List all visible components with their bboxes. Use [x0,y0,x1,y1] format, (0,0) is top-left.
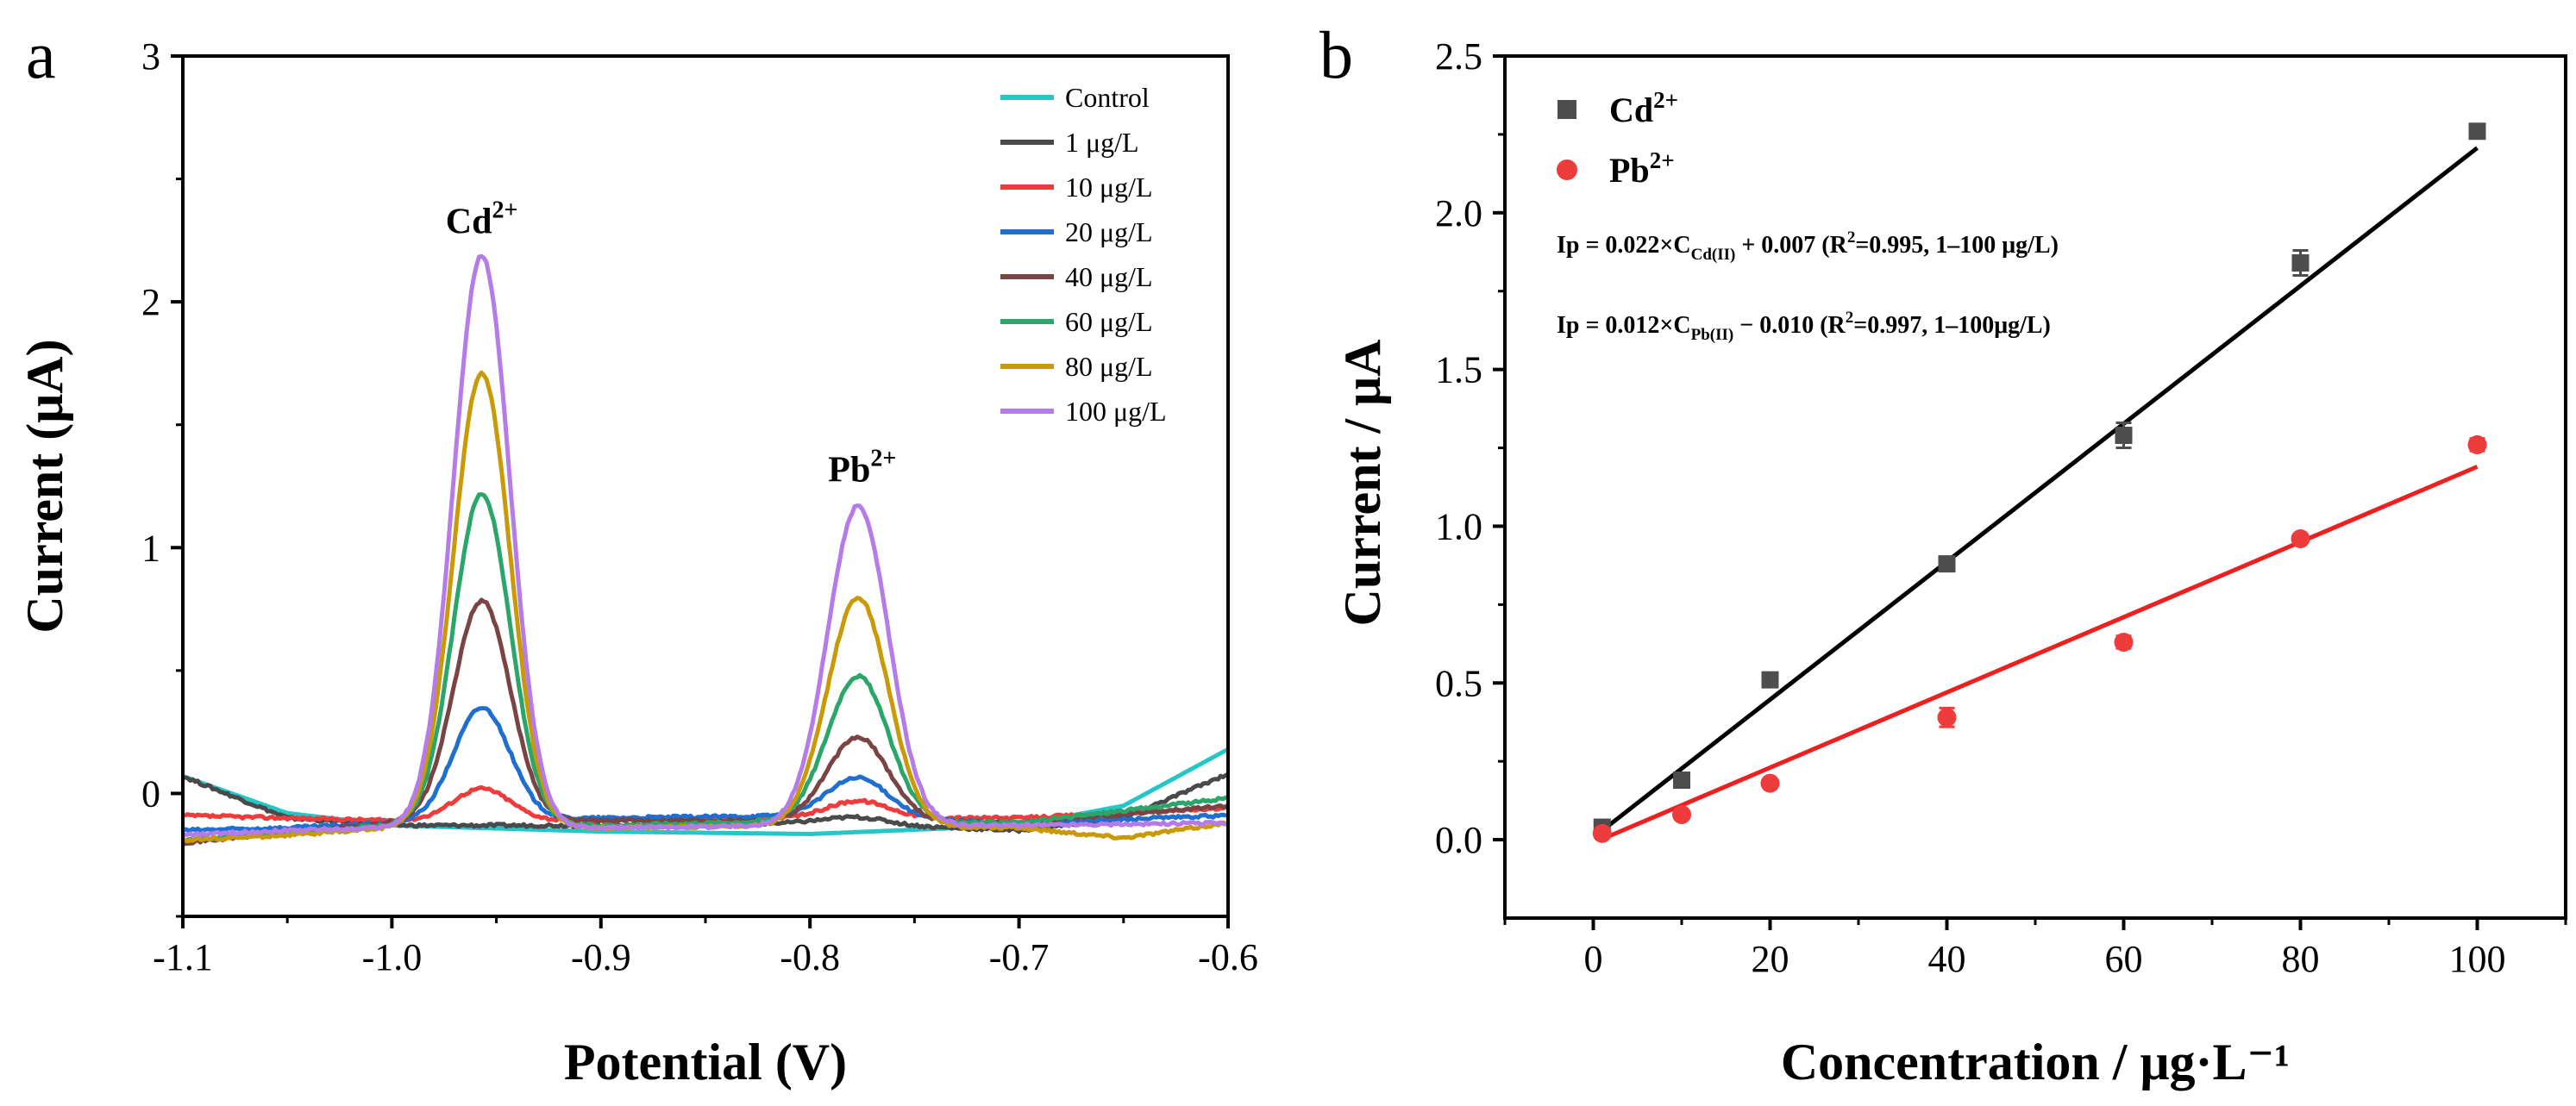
panel-a-curves [181,253,1230,847]
x-tick-label: -1.0 [362,936,423,978]
x-tick-label: -0.7 [989,936,1050,978]
panel-b-fit-lines [1601,146,2479,841]
legend-entry: Pb2+ [1609,147,1675,190]
panel-a-x-axis-title: Potential (V) [564,1034,847,1090]
panel-b-x-axis: 0 20 40 60 80 100 [1503,918,2567,980]
pb-fit-equation: Ip = 0.012×CPb(II) − 0.010 (R2=0.997, 1–… [1557,309,2051,344]
peak-label: Pb2+ [828,445,896,490]
x-tick-label: 20 [1752,938,1789,980]
fit-line [1601,465,2479,841]
y-tick-label: 0 [141,772,160,815]
y-tick-label: 0.0 [1435,819,1482,861]
legend-entry: Cd2+ [1609,87,1678,129]
y-tick-label: 2.0 [1435,192,1482,234]
data-point [1592,823,1612,843]
panel-a-y-axis: 0 1 2 3 [141,35,183,918]
panel-b-label: b [1319,17,1353,92]
y-tick-label: 1.5 [1435,349,1482,391]
panel-a-x-axis: -1.1 -1.0 -0.9 -0.8 -0.7 -0.6 [153,916,1258,978]
x-tick-label: 100 [2449,938,2506,980]
legend-marker [1557,159,1577,180]
series-line [181,253,1229,839]
data-point [2115,427,2133,444]
panel-b-legend: Cd2+ Pb2+ [1557,87,1678,190]
cd-fit-equation: Ip = 0.022×CCd(II) + 0.007 (R2=0.995, 1–… [1557,228,2059,264]
series-line [181,492,1229,843]
panel-b-calibration: b 0 20 40 60 80 100 0.0 0.5 1.0 1.5 2.0 2.5 Concen… [1319,17,2567,1090]
data-point [1673,772,1690,789]
x-tick-label: -0.8 [780,936,840,978]
data-point [1672,805,1691,824]
data-point [2291,529,2310,548]
legend-entry: 20 μg/L [1065,216,1153,247]
y-tick-label: 2 [141,281,160,323]
data-point [2114,633,2134,652]
data-point [2468,122,2486,141]
legend-entry: 10 μg/L [1065,172,1153,203]
panel-b-x-axis-title: Concentration / μg·L⁻¹ [1781,1034,2290,1090]
panel-a-legend: Control 1 μg/L 10 μg/L 20 μg/L 40 μg/L 60 μg/… [1000,82,1167,427]
panel-a-peak-labels: Cd2+ Pb2+ [446,197,896,490]
data-point [2291,254,2310,272]
peak-label: Cd2+ [446,197,518,241]
data-point [1938,555,1956,573]
y-tick-label: 0.5 [1435,662,1482,704]
y-tick-label: 1.0 [1435,505,1482,547]
fit-line [1601,146,2479,833]
data-point [2467,434,2487,454]
y-tick-label: 3 [141,35,160,78]
x-tick-label: -1.1 [153,936,213,978]
legend-entry: Control [1065,82,1150,113]
panel-a-label: a [26,17,56,92]
legend-marker [1558,100,1576,119]
x-tick-label: 40 [1928,938,1966,980]
series-line [182,597,1230,847]
legend-entry: 100 μg/L [1065,396,1167,427]
panel-a-voltammogram: a -1.1 -1.0 -0.9 -0.8 -0.7 -0.6 0 1 2 3 Potentia… [16,17,1258,1090]
legend-entry: 60 μg/L [1065,306,1153,337]
panel-b-equations: Ip = 0.022×CCd(II) + 0.007 (R2=0.995, 1–… [1557,228,2059,344]
legend-entry: 80 μg/L [1065,351,1153,382]
panel-b-frame [1503,54,2567,920]
series-line [182,370,1229,844]
panel-b-y-axis: 0.0 0.5 1.0 1.5 2.0 2.5 [1435,35,1505,861]
data-point [1761,671,1779,689]
legend-entry: 40 μg/L [1065,261,1153,292]
panel-a-y-axis-title: Current (μA) [16,339,73,633]
x-tick-label: -0.9 [571,936,631,978]
panel-b-y-axis-title: Current / μA [1334,340,1391,627]
panel-b-points [1592,122,2487,843]
data-point [1760,773,1780,793]
x-tick-label: 0 [1584,938,1603,980]
x-tick-label: -0.6 [1198,936,1258,978]
x-tick-label: 60 [2105,938,2143,980]
x-tick-label: 80 [2282,938,2320,980]
y-tick-label: 2.5 [1435,35,1482,78]
data-point [1937,708,1957,728]
y-tick-label: 1 [141,527,160,569]
legend-entry: 1 μg/L [1065,127,1139,158]
